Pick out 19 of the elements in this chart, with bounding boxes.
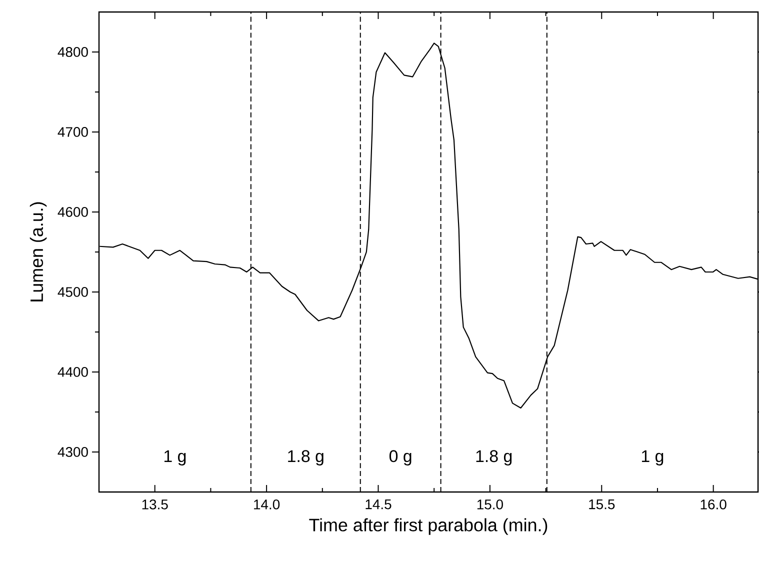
- y-tick-label: 4500: [58, 287, 88, 297]
- x-tick-label: 13.5: [142, 499, 168, 510]
- annotation: 1.8 g: [476, 450, 512, 466]
- x-tick-label: 15.5: [589, 500, 615, 510]
- y-tick-label: 4300: [58, 447, 88, 457]
- annotation: 0 g: [389, 450, 412, 466]
- y-tick-label: 4700: [58, 127, 88, 137]
- annotation: 1 g: [642, 450, 664, 466]
- x-tick-label: 16.0: [700, 499, 726, 510]
- y-axis-title: Lumen (a.u.): [30, 202, 47, 302]
- y-tick-label: 4600: [58, 207, 88, 217]
- x-tick-label: 15.0: [477, 499, 503, 510]
- annotation: 1 g: [164, 450, 186, 466]
- y-tick-label: 4800: [58, 47, 88, 57]
- annotation: 1.8 g: [288, 450, 324, 466]
- x-tick-label: 14.0: [254, 499, 280, 510]
- x-axis-title: Time after first parabola (min.): [309, 518, 548, 535]
- x-tick-label: 14.5: [366, 500, 392, 510]
- y-tick-label: 4400: [58, 367, 88, 377]
